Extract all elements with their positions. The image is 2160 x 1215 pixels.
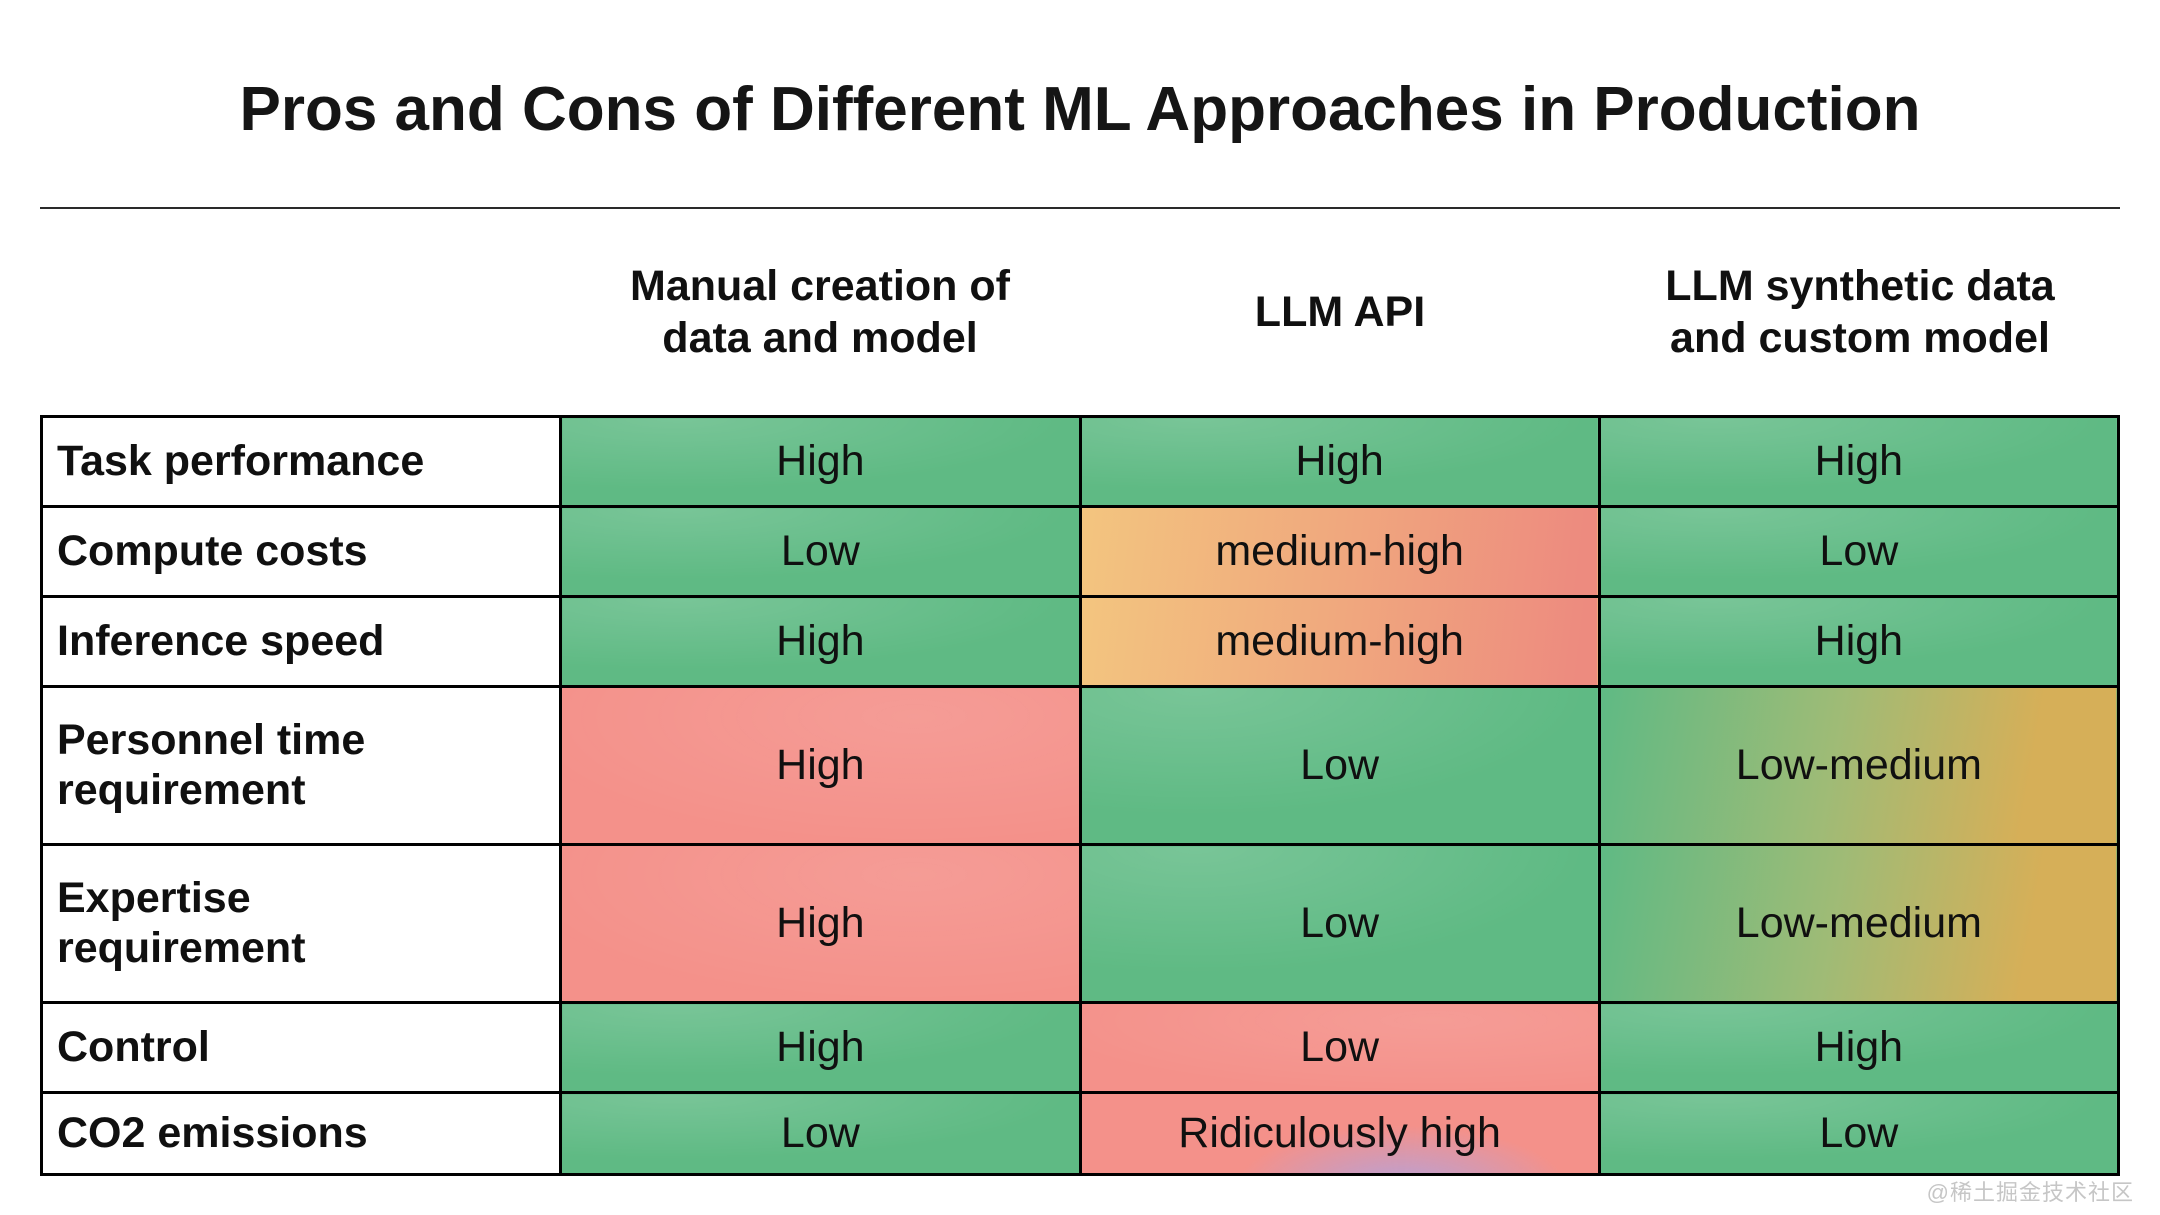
table-cell: High xyxy=(559,595,1082,688)
row-label: Inference speed xyxy=(39,595,563,688)
table-cell: Low xyxy=(1078,1001,1601,1094)
column-header-label: Manual creation of data and model xyxy=(630,261,1010,362)
table-cell: Low xyxy=(1597,505,2121,598)
row-label: CO2 emissions xyxy=(39,1091,563,1176)
watermark: @稀土掘金技术社区 xyxy=(1926,1180,2134,1205)
row-label: Expertise requirement xyxy=(39,843,563,1004)
row-label: Compute costs xyxy=(39,505,563,598)
table-cell: Low xyxy=(1078,843,1601,1004)
table-cell: High xyxy=(559,415,1082,508)
table-cell: Low-medium xyxy=(1597,843,2121,1004)
table-cell: High xyxy=(1597,1001,2121,1094)
table-cell: High xyxy=(559,685,1082,846)
table-cell: High xyxy=(559,1001,1082,1094)
column-header-label: LLM API xyxy=(1254,287,1426,336)
table-cell: High xyxy=(1597,595,2121,688)
table-row: Control High Low High xyxy=(39,1001,2121,1094)
column-header-synthetic: LLM synthetic data and custom model xyxy=(1600,260,2120,365)
table-row: Task performance High High High xyxy=(39,415,2121,508)
table-cell: Low xyxy=(1597,1091,2121,1176)
table-row: CO2 emissions Low Ridiculously high Low xyxy=(39,1091,2121,1176)
row-label: Personnel time requirement xyxy=(39,685,563,846)
comparison-table-body: Task performance High High High Compute cost… xyxy=(39,415,2121,1176)
table-cell: High xyxy=(559,843,1082,1004)
table-cell: medium-high xyxy=(1078,505,1601,598)
row-label: Task performance xyxy=(39,415,563,508)
table-cell: Low xyxy=(559,505,1082,598)
figure-title: Pros and Cons of Different ML Approaches… xyxy=(239,75,1921,144)
table-row: Expertise requirement High Low Low-medium xyxy=(39,843,2121,1004)
row-label: Control xyxy=(39,1001,563,1094)
table-row: Inference speed High medium-high High xyxy=(39,595,2121,688)
table-cell: medium-high xyxy=(1078,595,1601,688)
table-cell: High xyxy=(1078,415,1601,508)
column-header-label: LLM synthetic data and custom model xyxy=(1665,261,2055,362)
column-header-llm-api: LLM API xyxy=(1080,286,1600,338)
table-row: Compute costs Low medium-high Low xyxy=(39,505,2121,598)
table-cell: High xyxy=(1597,415,2121,508)
table-row: Personnel time requirement High Low Low-med… xyxy=(39,685,2121,846)
table-column-headers: Manual creation of data and model LLM AP… xyxy=(40,209,2120,415)
table-cell: Low xyxy=(1078,685,1601,846)
table-cell: Low-medium xyxy=(1597,685,2121,846)
divider xyxy=(40,207,2120,209)
table-cell: Ridiculously high xyxy=(1078,1091,1601,1176)
comparison-table: Task performance High High High Compute cost… xyxy=(39,415,2121,1176)
column-header-manual: Manual creation of data and model xyxy=(560,260,1080,365)
table-cell: Low xyxy=(559,1091,1082,1176)
